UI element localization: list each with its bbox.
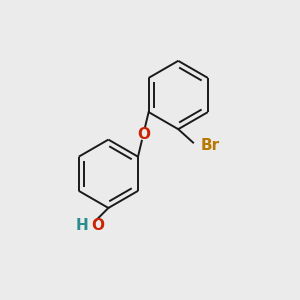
Text: Br: Br [200, 138, 220, 153]
Text: O: O [137, 127, 150, 142]
Text: O: O [91, 218, 104, 233]
Text: H: H [75, 218, 88, 233]
